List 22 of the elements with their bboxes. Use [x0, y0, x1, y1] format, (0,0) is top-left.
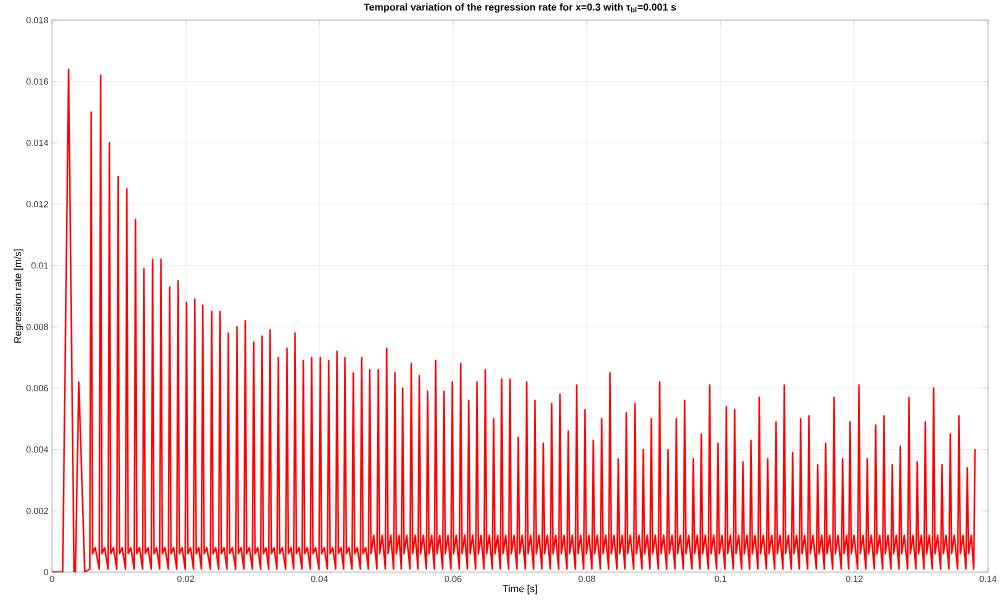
y-tick-label: 0.008	[26, 323, 49, 330]
x-tick-label: 0.1	[714, 575, 727, 582]
y-tick-label: 0.002	[26, 507, 49, 514]
y-tick-label: 0.016	[26, 78, 49, 85]
line-series	[52, 68, 976, 573]
x-tick-label: 0.02	[177, 575, 194, 582]
x-tick-label: 0.14	[979, 575, 997, 582]
y-tick-label: 0.014	[26, 139, 49, 146]
chart-title: Temporal variation of the regression rate for x=0.3 with τ$_{bl}$=0.001 s	[363, 3, 676, 13]
x-tick-label: 0.12	[845, 575, 863, 582]
y-tick-label: 0.012	[26, 200, 49, 208]
y-tick-label: 0.018	[26, 16, 49, 24]
y-tick-label: 0.006	[26, 384, 49, 392]
x-tick-label: 0	[49, 575, 55, 582]
x-tick-label: 0.04	[311, 575, 328, 582]
y-axis-title: Regression rate [m/s]	[13, 249, 24, 343]
y-tick-label: 0.004	[26, 446, 49, 453]
y-tick-label: 0.01	[31, 262, 49, 269]
x-tick-label: 0.08	[578, 575, 596, 582]
x-axis-title: Time [s]	[502, 584, 537, 595]
x-tick-label: 0.06	[444, 575, 462, 582]
y-tick-label: 0	[43, 568, 49, 576]
